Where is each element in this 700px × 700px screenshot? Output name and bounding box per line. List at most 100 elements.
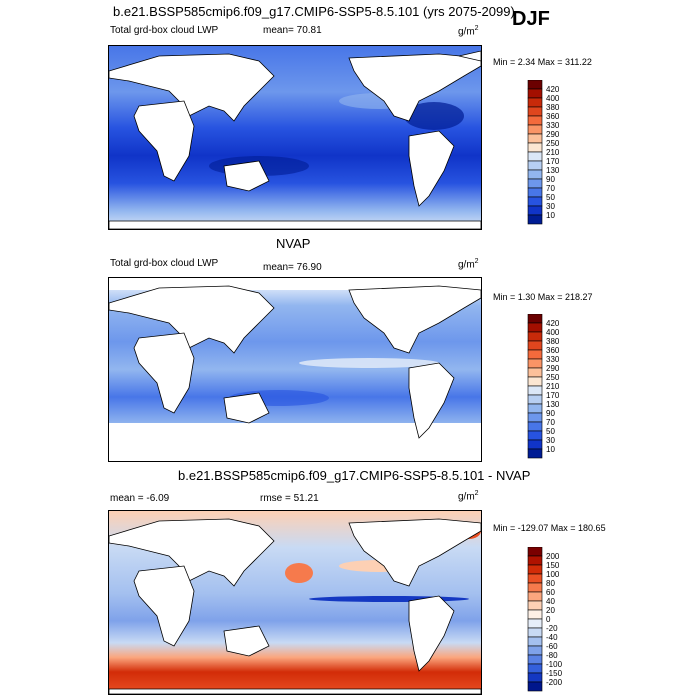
panel2-minmax: Min = 1.30 Max = 218.27 xyxy=(493,292,593,302)
panel1-mean-label: mean= 70.81 xyxy=(263,25,322,36)
colorbar-label: 400 xyxy=(546,328,560,337)
colorbar-swatch xyxy=(527,448,543,459)
colorbar-swatch xyxy=(527,591,543,602)
colorbar-label: 20 xyxy=(546,606,555,615)
colorbar-swatch xyxy=(527,618,543,629)
colorbar-swatch xyxy=(527,663,543,674)
colorbar-label: -60 xyxy=(546,642,558,651)
colorbar-swatch xyxy=(527,403,543,414)
colorbar-swatch xyxy=(527,115,543,126)
colorbar-swatch xyxy=(527,169,543,180)
colorbar-swatch xyxy=(527,439,543,450)
colorbar-swatch xyxy=(527,430,543,441)
colorbar-swatch xyxy=(527,627,543,638)
colorbar-swatch xyxy=(527,160,543,171)
panel3-title: b.e21.BSSP585cmip6.f09_g17.CMIP6-SSP5-8.… xyxy=(178,468,531,483)
colorbar-swatch xyxy=(527,133,543,144)
colorbar-swatch xyxy=(527,358,543,369)
panel3-units: g/m2 xyxy=(458,490,479,503)
colorbar-label: 90 xyxy=(546,175,555,184)
colorbar-swatch xyxy=(527,349,543,360)
colorbar-swatch xyxy=(527,97,543,108)
colorbar-swatch xyxy=(527,214,543,225)
panel1-units: g/m2 xyxy=(458,25,479,38)
colorbar-label: 380 xyxy=(546,337,560,346)
colorbar-label: 30 xyxy=(546,436,555,445)
colorbar-label: 250 xyxy=(546,139,560,148)
panel3-minmax: Min = -129.07 Max = 180.65 xyxy=(493,523,606,533)
colorbar-swatch xyxy=(527,205,543,216)
colorbar-swatch xyxy=(527,124,543,135)
colorbar-label: 210 xyxy=(546,382,560,391)
colorbar-label: 290 xyxy=(546,364,560,373)
colorbar-swatch xyxy=(527,582,543,593)
colorbar-label: 330 xyxy=(546,355,560,364)
colorbar-swatch xyxy=(527,421,543,432)
colorbar-label: 380 xyxy=(546,103,560,112)
colorbar-swatch xyxy=(527,636,543,647)
colorbar-swatch xyxy=(527,187,543,198)
colorbar-label: -150 xyxy=(546,669,563,678)
colorbar-swatch xyxy=(527,142,543,153)
colorbar-label: 420 xyxy=(546,85,560,94)
colorbar-label: 170 xyxy=(546,391,560,400)
colorbar-swatch xyxy=(527,573,543,584)
colorbar-swatch xyxy=(527,178,543,189)
colorbar-swatch xyxy=(527,394,543,405)
colorbar-swatch xyxy=(527,376,543,387)
panel2-map xyxy=(108,277,482,462)
colorbar-label: 150 xyxy=(546,561,560,570)
colorbar-swatch xyxy=(527,654,543,665)
colorbar-label: 200 xyxy=(546,552,560,561)
colorbar-label: -200 xyxy=(546,678,563,687)
panel1-map xyxy=(108,45,482,230)
panel3-map xyxy=(108,510,482,695)
colorbar-swatch xyxy=(527,645,543,656)
colorbar-label: 210 xyxy=(546,148,560,157)
colorbar-swatch xyxy=(527,412,543,423)
colorbar-label: 40 xyxy=(546,597,555,606)
colorbar-label: 10 xyxy=(546,445,555,454)
colorbar-label: 360 xyxy=(546,346,560,355)
colorbar-label: 30 xyxy=(546,202,555,211)
colorbar-swatch xyxy=(527,196,543,207)
colorbar-swatch xyxy=(527,672,543,683)
colorbar-label: -20 xyxy=(546,624,558,633)
colorbar-label: 420 xyxy=(546,319,560,328)
colorbar-label: 70 xyxy=(546,184,555,193)
colorbar-swatch xyxy=(527,331,543,342)
colorbar-label: 170 xyxy=(546,157,560,166)
colorbar-label: 80 xyxy=(546,579,555,588)
colorbar-swatch xyxy=(527,88,543,99)
colorbar-label: -100 xyxy=(546,660,563,669)
panel2-left-label: Total grd-box cloud LWP xyxy=(110,258,219,269)
colorbar-label: 50 xyxy=(546,193,555,202)
panel2-title: NVAP xyxy=(276,236,311,251)
colorbar-label: 60 xyxy=(546,588,555,597)
colorbar-label: -80 xyxy=(546,651,558,660)
colorbar-swatch xyxy=(527,151,543,162)
colorbar-label: 10 xyxy=(546,211,555,220)
colorbar-swatch xyxy=(527,555,543,566)
colorbar-label: -40 xyxy=(546,633,558,642)
colorbar-swatch xyxy=(527,79,543,90)
panel3-rmse-label: rmse = 51.21 xyxy=(260,493,319,504)
colorbar-swatch xyxy=(527,546,543,557)
panel1-minmax: Min = 2.34 Max = 311.22 xyxy=(493,57,592,67)
panel2-units: g/m2 xyxy=(458,258,479,271)
colorbar-label: 360 xyxy=(546,112,560,121)
colorbar-label: 70 xyxy=(546,418,555,427)
colorbar-label: 400 xyxy=(546,94,560,103)
colorbar-swatch xyxy=(527,106,543,117)
panel2-colorbar: 420 400 380 360 330 290 250 210 170 130 90 70 50 30 10 xyxy=(527,313,587,467)
panel3-mean-label: mean = -6.09 xyxy=(110,493,170,504)
colorbar-label: 130 xyxy=(546,166,560,175)
panel1-colorbar: 420 400 380 360 330 290 250 210 170 130 90 70 50 30 10 xyxy=(527,79,587,233)
colorbar-swatch xyxy=(527,564,543,575)
colorbar-swatch xyxy=(527,600,543,611)
colorbar-label: 0 xyxy=(546,615,551,624)
colorbar-label: 290 xyxy=(546,130,560,139)
colorbar-swatch xyxy=(527,322,543,333)
colorbar-swatch xyxy=(527,340,543,351)
panel1-title: b.e21.BSSP585cmip6.f09_g17.CMIP6-SSP5-8.… xyxy=(113,4,515,19)
